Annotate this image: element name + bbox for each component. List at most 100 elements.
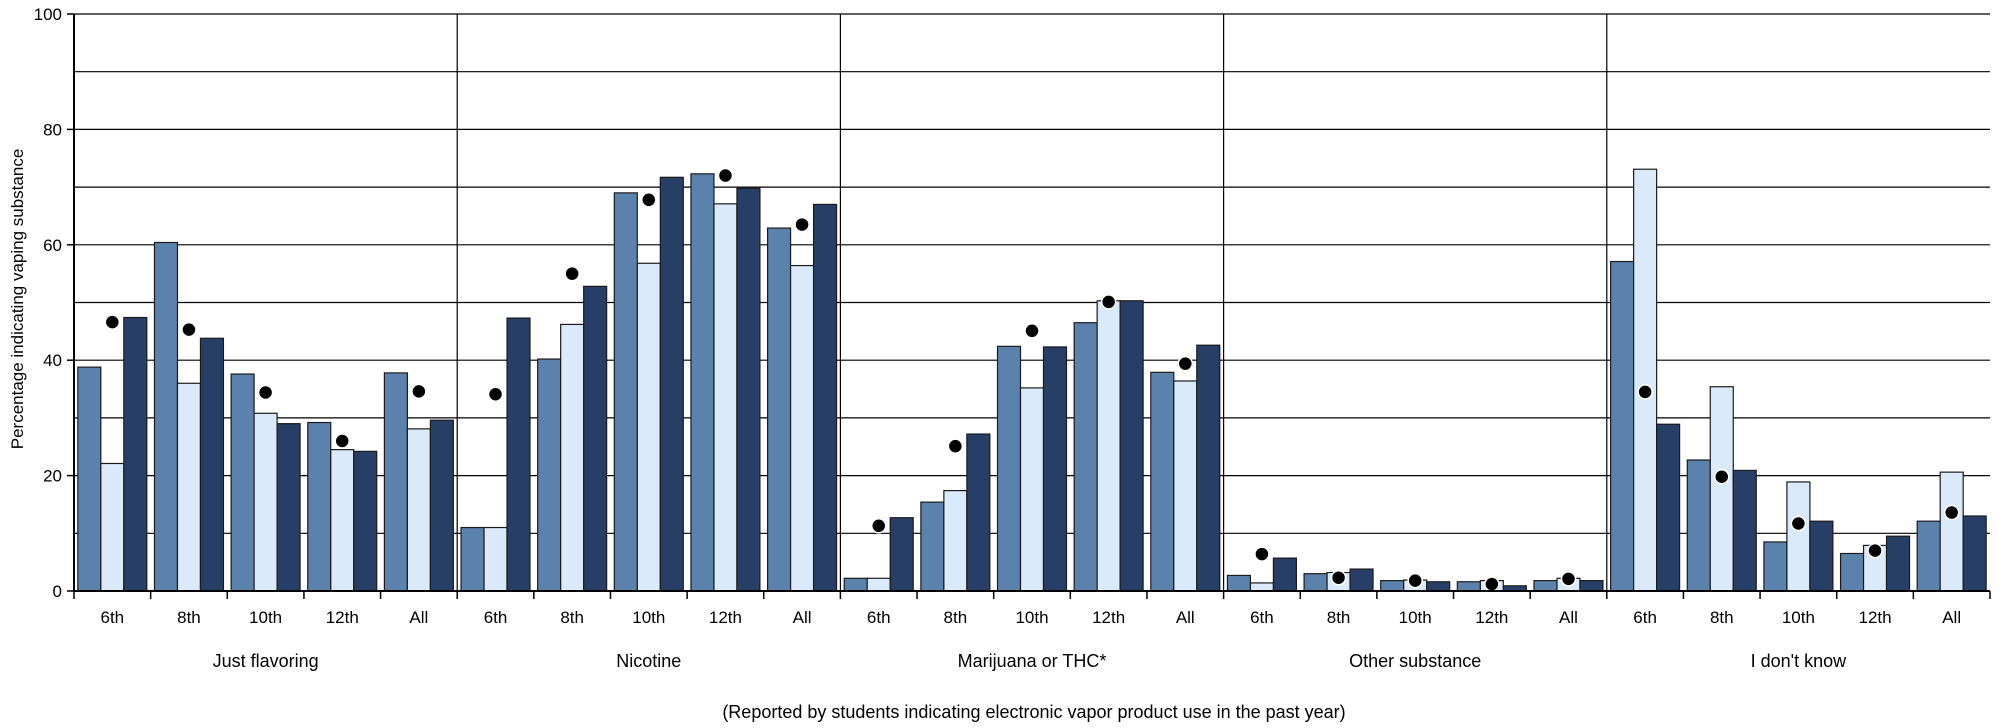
bar (1226, 574, 1252, 592)
bar (123, 316, 148, 592)
y-tick-label: 40 (43, 351, 62, 370)
y-tick-label: 60 (43, 236, 62, 255)
bar (1656, 423, 1681, 592)
bar (483, 526, 508, 592)
bar (1686, 459, 1711, 592)
y-tick-label: 0 (53, 582, 62, 601)
bar (1096, 300, 1121, 592)
grade-tick-label: 6th (1633, 608, 1657, 627)
group-label: I don't know (1751, 651, 1847, 671)
bar (1732, 469, 1757, 592)
bar (996, 345, 1022, 592)
bar (766, 227, 792, 592)
bar (1073, 322, 1098, 592)
grade-tick-label: All (1942, 608, 1961, 627)
grade-tick-label: All (409, 608, 428, 627)
bar (406, 428, 431, 592)
grade-tick-label: 6th (484, 608, 508, 627)
prevalence-dot (104, 314, 121, 330)
bar (1709, 386, 1734, 592)
prevalence-dot (564, 265, 580, 282)
grade-tick-label: 10th (1015, 608, 1048, 627)
group-label: Other substance (1349, 651, 1481, 671)
prevalence-dot (870, 518, 887, 534)
bars-layer (77, 168, 1987, 592)
bar (560, 323, 585, 592)
bar (690, 173, 715, 592)
bar (100, 462, 125, 592)
prevalence-dot (487, 386, 504, 402)
prevalence-dot (1330, 569, 1347, 586)
bar (1916, 520, 1941, 592)
dots-layer (104, 167, 1960, 592)
bar (1019, 387, 1045, 592)
bar (1272, 557, 1298, 592)
prevalence-dot (1407, 572, 1423, 589)
bar (537, 358, 562, 592)
y-tick-label: 100 (34, 5, 62, 24)
bar (736, 187, 761, 592)
bar (1426, 581, 1451, 592)
grade-tick-label: 10th (1782, 608, 1815, 627)
grade-tick-label: 12th (326, 608, 359, 627)
bar (943, 490, 968, 592)
prevalence-dot (1177, 355, 1194, 372)
prevalence-dot (1867, 542, 1883, 559)
bar (1349, 568, 1374, 592)
bar (1633, 168, 1658, 592)
bar (889, 517, 914, 592)
grade-tick-label: 12th (1858, 608, 1891, 627)
bar (176, 382, 202, 592)
grade-tick-label: 8th (560, 608, 584, 627)
y-tick-label: 20 (43, 467, 62, 486)
grade-tick-label: 8th (1327, 608, 1351, 627)
prevalence-dot (257, 384, 274, 401)
bar (1303, 573, 1328, 592)
group-label: Nicotine (616, 651, 681, 671)
prevalence-dot (641, 192, 657, 208)
bar (199, 337, 225, 592)
bar (1196, 344, 1221, 592)
grade-tick-label: 12th (709, 608, 742, 627)
grade-tick-label: 8th (944, 608, 968, 627)
bar (1249, 582, 1275, 592)
bar (307, 421, 332, 592)
bar (1150, 371, 1175, 592)
prevalence-dot (717, 167, 734, 184)
grade-tick-label: 6th (1250, 608, 1274, 627)
prevalence-dot (1714, 469, 1730, 485)
group-label: Just flavoring (213, 651, 319, 671)
bar (583, 285, 608, 592)
prevalence-dot (1560, 571, 1577, 587)
bar (812, 203, 838, 592)
bar (1456, 581, 1481, 592)
grade-tick-label: 12th (1475, 608, 1508, 627)
bar (1119, 300, 1144, 592)
chart-footnote: (Reported by students indicating electro… (722, 702, 1345, 722)
prevalence-dot (1484, 576, 1500, 592)
bar (383, 372, 408, 592)
grade-tick-label: 6th (867, 608, 891, 627)
prevalence-dot (1943, 504, 1960, 521)
prevalence-dot (1790, 515, 1807, 532)
bar (77, 366, 102, 592)
bar (1962, 515, 1987, 592)
grade-tick-label: 8th (177, 608, 201, 627)
bar (613, 192, 638, 592)
y-tick-label: 80 (43, 120, 62, 139)
grade-tick-label: All (1176, 608, 1195, 627)
bar (1939, 471, 1964, 592)
bar (253, 412, 278, 592)
group-label: Marijuana or THC* (958, 651, 1107, 671)
bar (843, 577, 868, 592)
grade-tick-label: 10th (1399, 608, 1432, 627)
prevalence-dot (334, 433, 350, 449)
prevalence-dot (1100, 294, 1117, 310)
grade-tick-label: All (1559, 608, 1578, 627)
bar (1173, 380, 1198, 592)
bar (1579, 580, 1604, 592)
bar (230, 373, 255, 592)
bar (460, 526, 485, 592)
bar (353, 450, 378, 592)
